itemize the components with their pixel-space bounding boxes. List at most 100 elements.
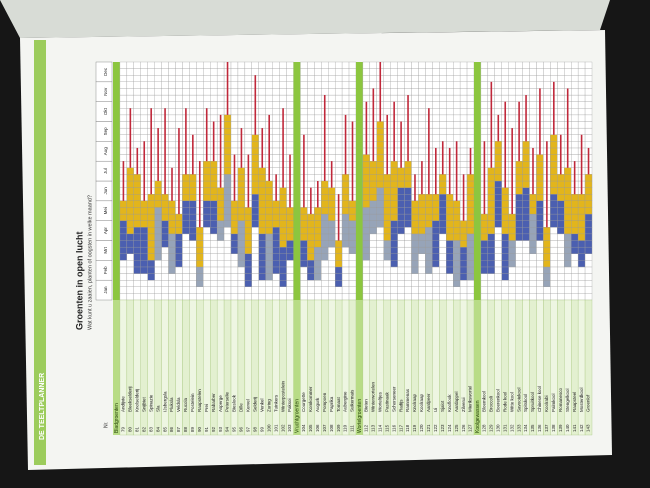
sowing-cell: [321, 246, 329, 254]
grid-cell: [334, 167, 343, 175]
sowing-cell: [557, 227, 565, 235]
grid-cell: [286, 293, 294, 301]
sowing-cell: [432, 227, 440, 235]
sowing-cell: [543, 266, 551, 274]
label-cell: [216, 299, 225, 436]
grid-cell: [494, 273, 502, 281]
planting-cell: [564, 200, 572, 208]
sowing-cell: [515, 227, 523, 235]
grid-cell: [334, 161, 343, 168]
planting-cell: [279, 187, 287, 195]
grid-cell: [307, 68, 315, 76]
grid-cell: [418, 273, 426, 281]
planting-cell: [279, 194, 287, 201]
planting-cell: [425, 220, 433, 228]
group-label: Koolgewassen: [475, 400, 481, 433]
grid-cell: [286, 273, 294, 281]
grid-cell: [432, 81, 440, 89]
planting-cell: [446, 220, 454, 228]
label-cell: [564, 299, 572, 436]
grid-cell: [328, 293, 336, 301]
planting-cell: [237, 207, 246, 215]
grid-cell: [230, 81, 239, 89]
grid-cell: [536, 266, 544, 274]
planting-cell: [487, 220, 495, 228]
planting-cell: [432, 194, 440, 201]
planting-cell: [446, 207, 454, 215]
grid-cell: [189, 246, 197, 254]
planting-cell: [564, 167, 572, 175]
planting-cell: [126, 180, 134, 188]
sowing-cell: [480, 266, 489, 274]
row-number: 126: [461, 424, 466, 432]
grid-cell: [265, 293, 273, 301]
planting-cell: [230, 213, 239, 221]
grid-cell: [446, 88, 454, 96]
planting-cell: [307, 240, 315, 248]
grid-cell: [446, 293, 454, 301]
planting-cell: [494, 154, 502, 162]
planting-cell: [453, 213, 461, 221]
grid-cell: [439, 240, 447, 248]
grid-cell: [182, 81, 190, 89]
grid-cell: [411, 127, 419, 135]
grid-cell: [216, 260, 225, 268]
grid-cell: [418, 121, 426, 129]
planting-cell: [244, 233, 252, 241]
planting-cell: [466, 180, 475, 188]
sowing-cell: [182, 200, 190, 208]
grid-cell: [196, 94, 204, 102]
sowing-cell: [348, 227, 357, 235]
grid-cell: [418, 154, 426, 162]
sowing-cell: [161, 240, 169, 248]
grid-cell: [133, 101, 141, 109]
sowing-cell: [453, 266, 461, 274]
grid-cell: [189, 68, 197, 76]
grid-cell: [536, 240, 544, 248]
grid-cell: [161, 273, 169, 281]
grid-cell: [189, 240, 197, 248]
grid-cell: [314, 88, 322, 96]
grid-cell: [480, 88, 489, 96]
grid-cell: [154, 114, 162, 122]
grid-cell: [543, 61, 551, 69]
planting-cell: [390, 207, 398, 215]
grid-cell: [557, 286, 565, 294]
grid-cell: [466, 61, 475, 69]
grid-cell: [140, 114, 148, 122]
grid-cell: [272, 88, 280, 96]
grid-cell: [175, 68, 183, 76]
grid-cell: [432, 114, 440, 122]
grid-cell: [175, 121, 183, 129]
planting-cell: [126, 220, 134, 228]
grid-cell: [557, 260, 565, 268]
sowing-cell: [210, 220, 218, 228]
grid-cell: [425, 81, 433, 89]
sowing-cell: [522, 194, 530, 201]
planting-cell: [494, 141, 502, 149]
grid-cell: [571, 81, 579, 89]
label-cell: [237, 299, 246, 436]
planting-cell: [133, 220, 141, 228]
grid-cell: [376, 253, 384, 261]
planting-cell: [397, 180, 405, 188]
sowing-cell: [314, 260, 322, 268]
grid-cell: [182, 75, 190, 82]
sowing-cell: [480, 240, 489, 248]
grid-cell: [418, 61, 426, 69]
row-number: 87: [176, 426, 181, 432]
grid-cell: [328, 94, 336, 102]
sowing-cell: [369, 200, 377, 208]
grid-cell: [119, 266, 128, 274]
sowing-cell: [168, 233, 176, 241]
planting-cell: [432, 207, 440, 215]
sowing-cell: [550, 213, 558, 221]
sowing-cell: [439, 207, 447, 215]
planting-cell: [390, 180, 398, 188]
grid-cell: [494, 101, 502, 109]
label-cell: [390, 299, 398, 436]
planting-cell: [383, 227, 391, 235]
grid-cell: [168, 61, 176, 69]
grid-cell: [272, 293, 280, 301]
grid-cell: [272, 134, 280, 142]
